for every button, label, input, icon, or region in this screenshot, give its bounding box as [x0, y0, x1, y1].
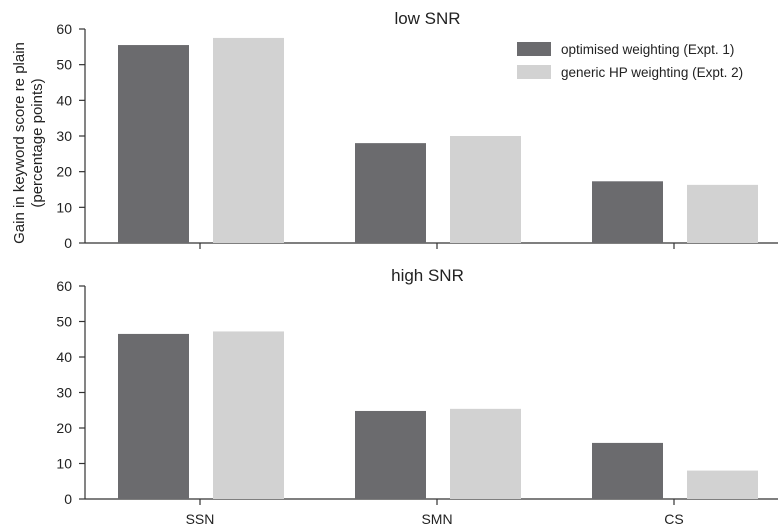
bar: [687, 184, 758, 243]
bar: [592, 181, 663, 243]
legend: optimised weighting (Expt. 1) generic HP …: [517, 42, 743, 80]
x-tick-label: SSN: [186, 511, 215, 527]
chart-panels: low SNR 0 10 20 30 40 50 60 high SNR 0 10 20 30 40 50 6…: [56, 9, 778, 527]
panel-title: low SNR: [394, 9, 460, 28]
y-tick-label: 50: [56, 57, 72, 73]
y-tick-label: 30: [56, 385, 72, 401]
panel-2: high SNR 0 10 20 30 40 50 60 SSN SMN CS: [56, 266, 778, 527]
panel-title: high SNR: [391, 266, 464, 285]
bar: [450, 408, 521, 499]
y-tick-label: 60: [56, 21, 72, 37]
y-axis-label-line2: (percentage points): [29, 78, 46, 207]
y-tick-label: 40: [56, 92, 72, 108]
legend-swatch: [517, 42, 551, 56]
panel-1: low SNR 0 10 20 30 40 50 60: [56, 9, 778, 251]
bar: [450, 136, 521, 243]
bar: [213, 331, 284, 499]
bar: [355, 410, 426, 499]
y-tick-label: 40: [56, 349, 72, 365]
bar: [592, 442, 663, 499]
y-tick-label: 0: [64, 491, 72, 507]
y-tick-label: 0: [64, 235, 72, 251]
y-tick-label: 20: [56, 420, 72, 436]
x-tick-label: CS: [664, 511, 683, 527]
y-tick-label: 20: [56, 164, 72, 180]
y-axis-label-line1: Gain in keyword score re plain: [11, 42, 28, 244]
legend-swatch: [517, 65, 551, 79]
x-tick-label: SMN: [421, 511, 452, 527]
bar: [687, 470, 758, 499]
y-tick-label: 10: [56, 456, 72, 472]
bar: [118, 45, 189, 243]
legend-label: generic HP weighting (Expt. 2): [561, 65, 743, 80]
bar: [213, 37, 284, 243]
y-axis-label: Gain in keyword score re plain (percenta…: [11, 42, 46, 244]
y-tick-label: 60: [56, 278, 72, 294]
y-tick-label: 30: [56, 128, 72, 144]
bar: [355, 143, 426, 243]
bar: [118, 333, 189, 499]
y-tick-label: 50: [56, 314, 72, 330]
legend-label: optimised weighting (Expt. 1): [561, 42, 734, 57]
y-tick-label: 10: [56, 199, 72, 215]
